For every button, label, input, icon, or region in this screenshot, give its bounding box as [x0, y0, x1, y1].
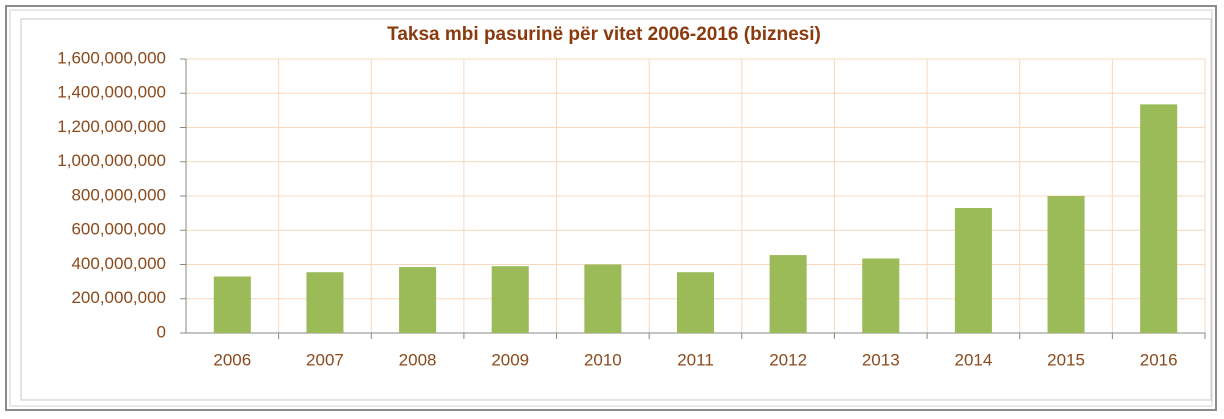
x-tick-label: 2013 [862, 350, 900, 369]
x-tick-label: 2006 [213, 350, 251, 369]
bar [676, 272, 715, 333]
bar [954, 207, 992, 333]
y-tick-label: 1,600,000,000 [57, 48, 166, 67]
bar [584, 264, 622, 333]
x-tick-label: 2016 [1140, 350, 1178, 369]
x-tick-label: 2009 [491, 350, 529, 369]
bar [213, 276, 251, 333]
x-tick-label: 2012 [769, 350, 807, 369]
bar [491, 266, 529, 333]
y-tick-label: 1,400,000,000 [57, 83, 166, 102]
plot-frame [20, 18, 1212, 401]
x-tick-label: 2007 [306, 350, 344, 369]
bar [769, 255, 807, 333]
x-tick-label: 2008 [399, 350, 437, 369]
inner-frame [9, 9, 1213, 407]
y-tick-label: 600,000,000 [71, 220, 166, 239]
y-tick-label: 1,000,000,000 [57, 151, 166, 170]
x-tick-label: 2010 [584, 350, 622, 369]
y-tick-label: 200,000,000 [71, 288, 166, 307]
x-tick-label: 2015 [1047, 350, 1085, 369]
x-tick-label: 2014 [954, 350, 992, 369]
y-tick-label: 800,000,000 [71, 185, 166, 204]
x-tick-label: 2011 [677, 350, 714, 369]
outer-frame [5, 5, 1217, 411]
y-tick-label: 1,200,000,000 [57, 117, 166, 136]
chart-title: Taksa mbi pasurinë për vitet 2006-2016 (… [387, 24, 821, 45]
bar [862, 258, 900, 333]
bar [1047, 196, 1085, 333]
y-tick-label: 400,000,000 [71, 254, 166, 273]
bar [306, 272, 344, 333]
bar [1140, 104, 1178, 333]
y-tick-label: 0 [157, 322, 166, 341]
bar [399, 267, 437, 333]
